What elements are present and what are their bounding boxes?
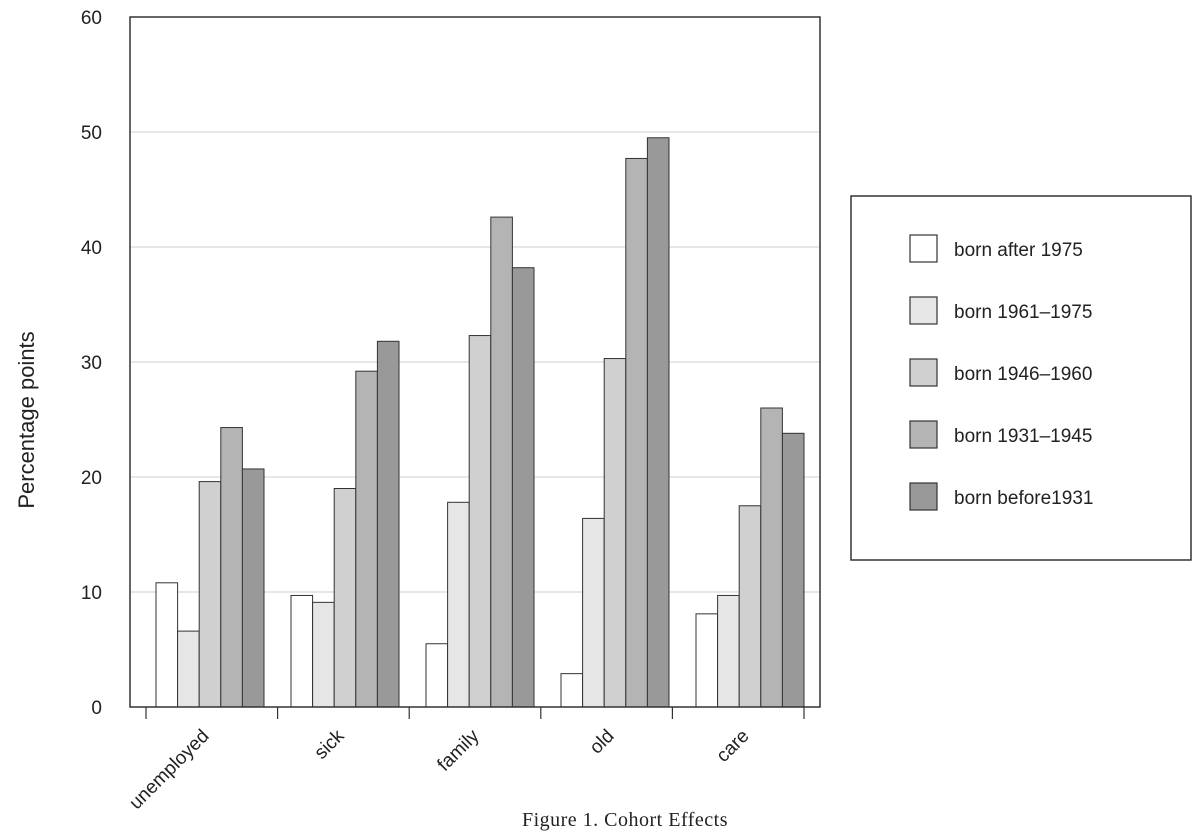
y-tick-label: 10	[81, 583, 102, 604]
y-tick-label: 20	[81, 468, 102, 489]
y-tick-label: 40	[81, 238, 102, 259]
plot-frame	[129, 16, 821, 708]
bar	[603, 358, 627, 708]
bar	[717, 594, 740, 708]
x-tick-label: unemployed	[125, 726, 213, 814]
bar	[582, 517, 605, 708]
bar	[425, 643, 449, 708]
y-axis-label: Percentage points	[14, 331, 39, 508]
legend-swatch	[909, 234, 938, 263]
y-axis: 0 10 20 30 40 50 60	[81, 8, 102, 719]
x-tick-label: care	[713, 726, 754, 767]
legend-label: born after 1975	[954, 240, 1083, 261]
bar	[333, 488, 357, 708]
bar	[646, 137, 670, 708]
bar	[376, 340, 400, 708]
x-tick-label: family	[434, 725, 484, 775]
legend-frame	[850, 195, 1192, 561]
y-tick-label: 0	[91, 698, 102, 719]
figure-caption: Figure 1. Cohort Effects	[522, 809, 728, 831]
legend-label: born 1961–1975	[954, 302, 1092, 323]
bar	[625, 157, 648, 708]
bar	[198, 481, 222, 708]
bar	[355, 370, 378, 708]
y-tick-label: 30	[81, 353, 102, 374]
bar	[177, 630, 200, 708]
legend-swatch	[909, 296, 938, 325]
legend-swatch	[909, 420, 938, 449]
bar	[312, 601, 335, 708]
legend: born after 1975 born 1961–1975 born 1946–1…	[850, 195, 1192, 561]
bar	[738, 505, 762, 708]
legend-label: born 1946–1960	[954, 364, 1092, 385]
bar	[241, 468, 265, 708]
bar	[490, 216, 513, 708]
bar	[290, 594, 314, 708]
y-tick-label: 50	[81, 123, 102, 144]
x-axis: unemployed sick family old care	[125, 707, 805, 814]
bar	[447, 501, 470, 708]
x-tick-label: old	[586, 726, 619, 759]
y-tick-label: 60	[81, 8, 102, 29]
bars	[155, 137, 805, 708]
bar	[760, 407, 783, 708]
legend-label: born before1931	[954, 488, 1093, 509]
bar	[220, 427, 243, 708]
legend-label: born 1931–1945	[954, 426, 1092, 447]
bar	[155, 582, 179, 708]
legend-swatch	[909, 358, 938, 387]
bar	[560, 673, 584, 708]
bar	[468, 335, 492, 708]
x-tick-label: sick	[311, 725, 349, 763]
bar	[781, 432, 805, 708]
bar	[695, 613, 719, 708]
bar	[511, 267, 535, 708]
legend-swatch	[909, 482, 938, 511]
